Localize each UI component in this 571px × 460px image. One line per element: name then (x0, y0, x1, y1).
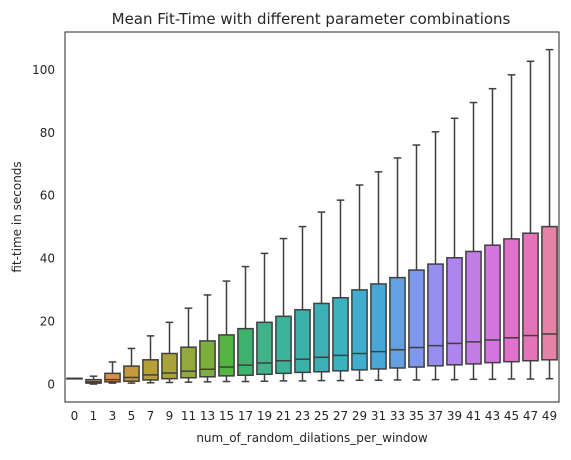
box-21 (275, 237, 292, 382)
x-tick-label: 31 (371, 409, 386, 423)
x-tick-label: 1 (90, 409, 98, 423)
x-tick-label: 5 (128, 409, 136, 423)
x-tick-label: 29 (352, 409, 367, 423)
x-tick-label: 13 (200, 409, 215, 423)
box-iqr (237, 327, 254, 376)
x-tick-label: 35 (409, 409, 424, 423)
x-tick-label: 45 (504, 409, 519, 423)
box-iqr (218, 334, 235, 377)
box-iqr (408, 269, 425, 368)
y-tick-label: 20 (40, 315, 55, 329)
box-27 (332, 199, 349, 382)
box-35 (408, 144, 425, 381)
box-0 (66, 377, 83, 380)
box-45 (503, 74, 520, 380)
y-tick-label: 80 (40, 126, 55, 140)
y-axis-ticks: 0 20 40 60 80 100 (32, 63, 55, 392)
x-tick-label: 3 (109, 409, 117, 423)
x-tick-label: 7 (147, 409, 155, 423)
box-iqr (275, 315, 292, 375)
x-tick-label: 11 (181, 409, 196, 423)
box-iqr (503, 238, 520, 363)
box-25 (313, 211, 330, 382)
plot-area (66, 48, 558, 385)
box-5 (123, 347, 140, 384)
box-49 (541, 48, 558, 380)
x-tick-label: 23 (295, 409, 310, 423)
plot-frame (64, 31, 560, 403)
box-47 (522, 60, 539, 380)
x-tick-label: 25 (314, 409, 329, 423)
box-iqr (294, 308, 311, 374)
box-11 (180, 307, 197, 383)
x-tick-label: 21 (276, 409, 291, 423)
chart-title: Mean Fit-Time with different parameter c… (112, 10, 511, 28)
box-3 (104, 361, 121, 384)
box-iqr (199, 340, 216, 378)
y-axis-label: fit-time in seconds (10, 161, 24, 272)
box-iqr (123, 365, 140, 382)
y-tick-label: 40 (40, 252, 55, 266)
x-tick-label: 37 (428, 409, 443, 423)
x-axis-label: num_of_random_dilations_per_window (196, 431, 428, 445)
box-31 (370, 171, 387, 382)
box-37 (427, 131, 444, 381)
box-iqr (161, 352, 178, 380)
x-tick-label: 39 (447, 409, 462, 423)
x-tick-label: 27 (333, 409, 348, 423)
x-tick-label: 49 (542, 409, 557, 423)
box-iqr (370, 283, 387, 370)
x-tick-label: 17 (238, 409, 253, 423)
box-17 (237, 265, 254, 383)
box-iqr (180, 346, 197, 379)
box-41 (465, 101, 482, 381)
y-tick-label: 60 (40, 189, 55, 203)
box-iqr (427, 263, 444, 367)
x-tick-label: 33 (390, 409, 405, 423)
x-tick-label: 43 (485, 409, 500, 423)
box-iqr (104, 372, 121, 383)
box-19 (256, 252, 273, 382)
box-39 (446, 117, 463, 381)
box-9 (161, 321, 178, 384)
box-iqr (351, 289, 368, 371)
x-tick-label: 47 (523, 409, 538, 423)
y-tick-label: 0 (47, 378, 55, 392)
box-29 (351, 184, 368, 382)
box-iqr (256, 321, 273, 376)
x-tick-label: 15 (219, 409, 234, 423)
box-1 (85, 375, 102, 385)
box-iqr (446, 257, 463, 366)
box-15 (218, 280, 235, 383)
box-13 (199, 294, 216, 383)
box-iqr (332, 297, 349, 372)
box-23 (294, 225, 311, 382)
x-tick-label: 9 (166, 409, 174, 423)
box-iqr (142, 359, 159, 381)
box-43 (484, 87, 501, 381)
box-33 (389, 157, 406, 381)
box-iqr (389, 276, 406, 369)
box-iqr (522, 232, 539, 362)
x-tick-label: 0 (71, 409, 79, 423)
box-7 (142, 335, 159, 384)
box-iqr (313, 302, 330, 373)
box-iqr (484, 244, 501, 364)
box-iqr (465, 250, 482, 365)
y-tick-label: 100 (32, 63, 55, 77)
x-axis-ticks: 0 1 3 5 7 9 11 13 15 17 19 21 23 25 27 29 31 33 35 37 39 41 43… (71, 409, 557, 423)
x-tick-label: 19 (257, 409, 272, 423)
x-tick-label: 41 (466, 409, 481, 423)
box-iqr (541, 225, 558, 361)
